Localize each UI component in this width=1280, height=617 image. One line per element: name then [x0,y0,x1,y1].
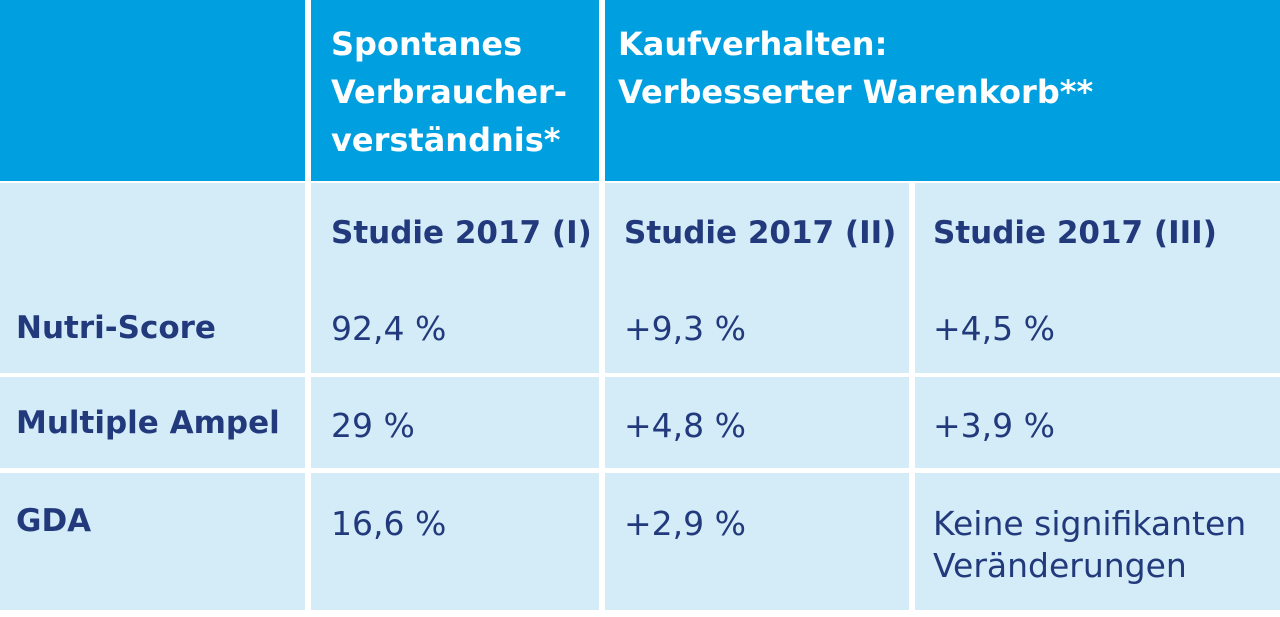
table-cell: +3,9 % [915,377,1280,468]
gda-v3: Keine signifikanten Veränderungen [933,503,1246,587]
multiple-ampel-v3: +3,9 % [933,406,1055,445]
header-purchasing-behavior: Kaufverhalten: Verbesserter Warenkorb** [605,0,1280,181]
table-row-multiple-ampel-label: Multiple Ampel [0,377,305,468]
gda-v2: +2,9 % [624,504,746,543]
header-line: Verbesserter Warenkorb** [618,73,1094,111]
study-1-label: Studie 2017 (I) [331,215,592,251]
subheader-study-2: Studie 2017 (II) +9,3 % [605,183,909,373]
row-label-multiple-ampel: Multiple Ampel [16,405,280,441]
nutri-score-v3: +4,5 % [933,309,1055,348]
gda-v1: 16,6 % [331,504,447,543]
header-empty-cell [0,0,305,181]
subheader-study-3: Studie 2017 (III) +4,5 % [915,183,1280,373]
table-cell: +4,8 % [605,377,909,468]
header-line: Verbraucher- [331,73,568,111]
study-2-label: Studie 2017 (II) [624,215,897,251]
table-row-gda-label: GDA [0,473,305,610]
table-cell: 16,6 % [311,473,599,610]
header-line: Kaufverhalten: [618,25,888,63]
multiple-ampel-v1: 29 % [331,406,415,445]
subheader-empty-cell [0,183,305,373]
row-label-gda: GDA [16,503,92,539]
row-label-nutri-score: Nutri-Score [16,310,216,346]
table-cell: Keine signifikanten Veränderungen [915,473,1280,610]
gda-v3-line: Veränderungen [933,546,1187,585]
header-consumer-understanding: Spontanes Verbraucher- verständnis* [311,0,599,181]
subheader-study-1: Studie 2017 (I) 92,4 % [311,183,599,373]
header-line: Spontanes [331,25,523,63]
nutri-score-v2: +9,3 % [624,309,746,348]
table-cell: +2,9 % [605,473,909,610]
header-line: verständnis* [331,121,561,159]
study-3-label: Studie 2017 (III) [933,215,1217,251]
table-cell: 29 % [311,377,599,468]
nutri-score-v1: 92,4 % [331,309,447,348]
multiple-ampel-v2: +4,8 % [624,406,746,445]
gda-v3-line: Keine signifikanten [933,504,1247,543]
